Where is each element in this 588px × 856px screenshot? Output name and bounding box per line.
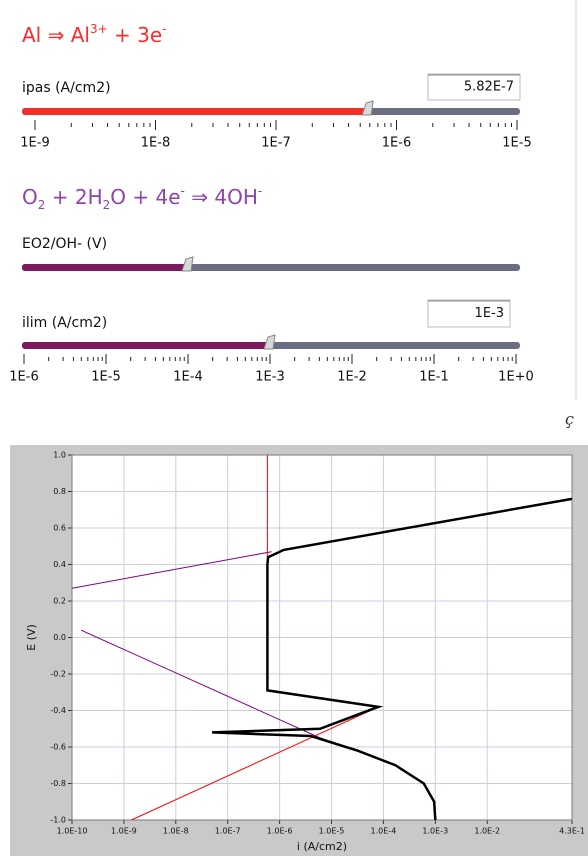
scale-label: 1E-5 <box>502 136 531 151</box>
equation-part: 3+ <box>90 22 108 36</box>
equation-part: - <box>258 184 262 198</box>
x-axis-label: i (A/cm2) <box>297 840 347 853</box>
y-axis-label: E (V) <box>25 624 38 651</box>
equation-part: O + 4e <box>110 185 180 209</box>
y-tick-label: -0.8 <box>50 779 66 788</box>
plot-border <box>71 454 573 821</box>
slider-fill <box>22 108 369 115</box>
slider-fill <box>22 342 270 349</box>
control-label: ilim (A/cm2) <box>22 315 107 331</box>
scale-label: 1E-5 <box>91 370 120 385</box>
series-line <box>212 497 572 820</box>
x-tick-label: 1.0E-9 <box>111 827 137 836</box>
anodic-equation: Al ⇒ Al3+ + 3e- <box>22 22 167 47</box>
value-box[interactable] <box>427 299 511 328</box>
scale-label: 1E-4 <box>173 370 202 385</box>
series-line <box>72 551 272 589</box>
x-tick-label: 1.0E-4 <box>371 827 397 836</box>
equation-part: - <box>162 22 166 36</box>
x-tick-label: 1.0E-3 <box>422 827 448 836</box>
scale-label: 1E-3 <box>255 370 284 385</box>
y-tick-label: 0.6 <box>53 524 66 533</box>
scale-label: 1E-9 <box>20 136 49 151</box>
x-tick-label: 1.0E-10 <box>57 827 88 836</box>
control-label: EO2/OH- (V) <box>22 236 107 252</box>
y-tick-label: 0.4 <box>53 560 66 569</box>
y-tick-label: 1.0 <box>53 451 66 460</box>
equation-part: + 2H <box>45 185 102 209</box>
y-tick-label: 0.8 <box>53 487 66 496</box>
y-tick-label: -0.4 <box>50 706 66 715</box>
value-text: 5.82E-7 <box>464 80 514 95</box>
scale-label: 1E+0 <box>498 370 534 385</box>
equation-part: O <box>22 185 38 209</box>
stray-text: ç <box>565 410 574 429</box>
scale-label: 1E-7 <box>261 136 290 151</box>
cathodic-equation: O2 + 2H2O + 4e- ⇒ 4OH- <box>22 184 262 212</box>
y-tick-label: 0.2 <box>53 597 66 606</box>
x-tick-label: 1.0E-5 <box>319 827 345 836</box>
y-tick-label: -0.6 <box>50 743 66 752</box>
scale-label: 1E-1 <box>419 370 448 385</box>
x-tick-label: 1.0E-2 <box>474 827 500 836</box>
slider-thumb[interactable] <box>181 256 194 272</box>
equation-part: Al ⇒ Al <box>22 23 90 47</box>
x-tick-label: 1.0E-6 <box>267 827 293 836</box>
slider-thumb[interactable] <box>263 334 276 350</box>
equation-part: + 3e <box>108 23 163 47</box>
scale-label: 1E-6 <box>9 370 38 385</box>
equation-part: ⇒ 4OH <box>185 185 258 209</box>
x-tick-label: 4.3E-1 <box>559 827 585 836</box>
y-tick-label: -0.2 <box>50 670 66 679</box>
equation-part: 2 <box>38 198 46 212</box>
x-tick-label: 1.0E-7 <box>215 827 241 836</box>
y-tick-label: -1.0 <box>50 816 66 825</box>
value-text: 1E-3 <box>475 306 504 321</box>
equation-part: - <box>181 184 185 198</box>
x-tick-label: 1.0E-8 <box>163 827 189 836</box>
slider-fill <box>22 264 188 271</box>
scale-label: 1E-2 <box>337 370 366 385</box>
y-tick-label: 0.0 <box>53 633 66 642</box>
scale-label: 1E-6 <box>382 136 411 151</box>
value-box[interactable] <box>427 73 521 101</box>
equation-part: 2 <box>103 198 111 212</box>
control-label: ipas (A/cm2) <box>22 80 111 96</box>
scale-label: 1E-8 <box>141 136 170 151</box>
slider-thumb[interactable] <box>361 100 374 116</box>
